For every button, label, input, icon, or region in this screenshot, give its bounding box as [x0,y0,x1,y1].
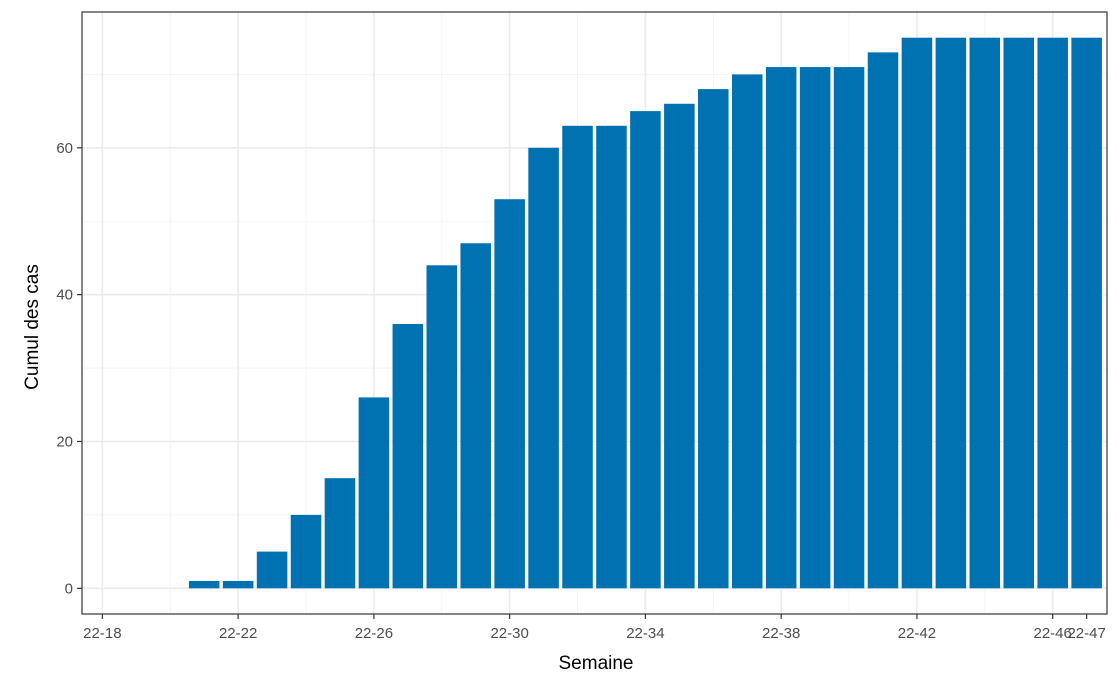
bar-22-33 [596,125,627,589]
bar-22-34 [630,111,661,589]
y-axis: 0 20 40 60 [56,140,82,597]
x-tick-label: 22-34 [626,625,664,642]
x-tick-label: 22-38 [762,625,800,642]
x-tick-label: 22-26 [355,625,393,642]
bar-22-36 [698,89,729,589]
bars [188,37,1102,589]
bar-22-47 [1071,37,1102,589]
x-tick-label: 22-42 [898,625,936,642]
bar-22-37 [731,74,763,589]
bar-22-25 [324,478,356,589]
x-axis: 22-18 22-22 22-26 22-30 22-34 22-38 22-42 22-46… [83,614,1106,642]
x-tick-label: 22-18 [83,625,121,642]
bar-22-31 [528,147,559,589]
bar-22-24 [290,514,322,589]
x-tick-label: 22-47 [1067,625,1105,642]
bar-22-46 [1037,37,1068,589]
bar-22-30 [494,199,525,589]
bar-22-39 [799,67,831,589]
y-tick-label: 60 [56,140,73,157]
bar-22-27 [392,324,424,589]
bar-22-41 [867,52,899,589]
bar-22-29 [460,243,491,589]
bar-22-35 [664,103,695,589]
bar-22-43 [935,37,967,589]
bar-22-26 [358,397,390,589]
bar-22-23 [256,551,288,589]
bar-22-45 [1003,37,1035,589]
bar-22-28 [426,265,458,589]
bar-22-40 [833,67,865,589]
panel-border [81,11,1108,615]
bar-22-21 [188,580,220,589]
bar-22-42 [901,37,933,589]
y-tick-label: 20 [56,433,73,450]
y-tick-label: 40 [56,287,73,304]
bar-22-38 [765,67,797,589]
bar-22-22 [222,580,254,589]
bar-22-44 [969,37,1001,589]
x-tick-label: 22-30 [490,625,528,642]
x-axis-title: Semaine [559,653,634,674]
bar-22-32 [562,125,593,589]
x-tick-label: 22-22 [219,625,257,642]
y-tick-label: 0 [65,580,73,597]
x-tick-label: 22-46 [1034,625,1072,642]
y-axis-title: Cumul des cas [22,264,43,390]
